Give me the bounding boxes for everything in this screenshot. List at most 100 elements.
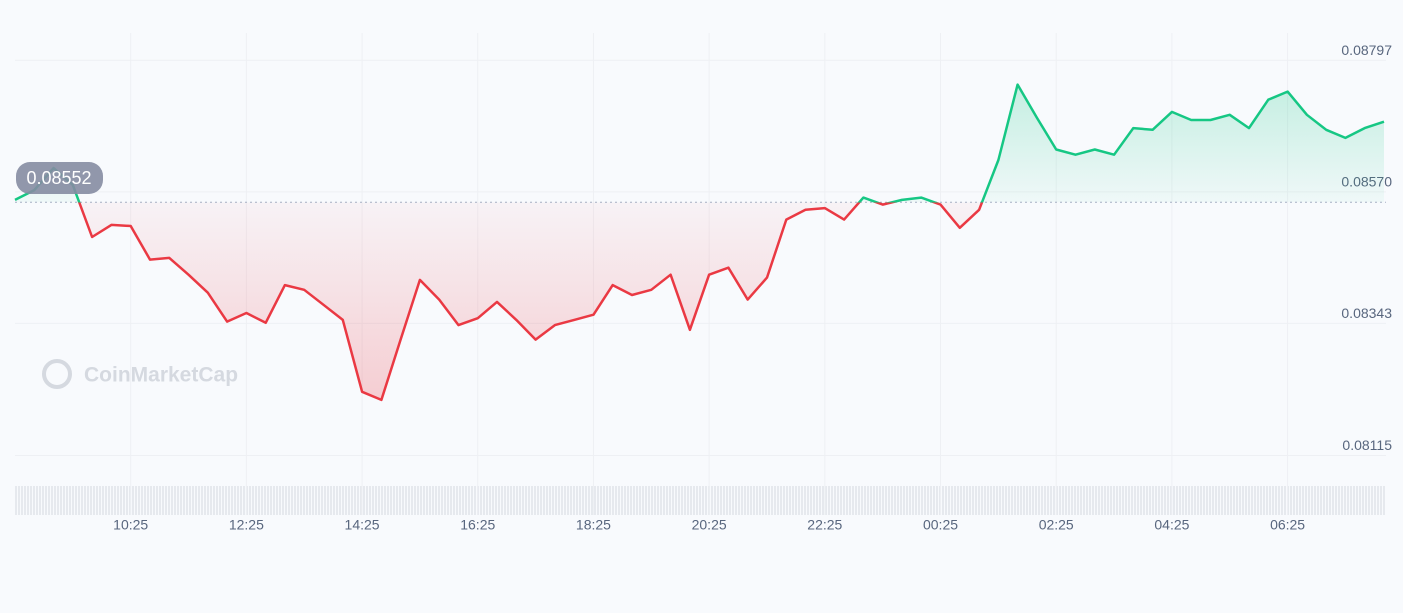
volume-stripe xyxy=(1137,486,1139,515)
volume-stripe xyxy=(1248,486,1250,515)
volume-stripe xyxy=(810,486,812,515)
volume-stripe xyxy=(285,486,287,515)
volume-stripe xyxy=(1200,486,1202,515)
volume-stripe xyxy=(1329,486,1331,515)
volume-stripe xyxy=(60,486,62,515)
volume-stripe xyxy=(30,486,32,515)
volume-stripe xyxy=(1362,486,1364,515)
volume-stripe xyxy=(1302,486,1304,515)
volume-stripe xyxy=(111,486,113,515)
volume-stripe xyxy=(273,486,275,515)
volume-stripe xyxy=(966,486,968,515)
price-line xyxy=(14,83,1385,402)
volume-stripe xyxy=(1311,486,1313,515)
volume-stripe xyxy=(387,486,389,515)
volume-stripe xyxy=(1050,486,1052,515)
volume-stripe xyxy=(309,486,311,515)
volume-stripe xyxy=(1371,486,1373,515)
volume-stripe xyxy=(858,486,860,515)
volume-stripe xyxy=(732,486,734,515)
volume-stripe xyxy=(789,486,791,515)
volume-stripe xyxy=(495,486,497,515)
volume-stripe xyxy=(237,486,239,515)
volume-stripe xyxy=(1065,486,1067,515)
volume-stripe xyxy=(204,486,206,515)
volume-stripe xyxy=(1320,486,1322,515)
volume-stripe xyxy=(108,486,110,515)
y-tick-label: 0.08343 xyxy=(1341,305,1392,321)
volume-stripe xyxy=(1161,486,1163,515)
y-tick-label: 0.08797 xyxy=(1341,42,1392,58)
volume-stripe xyxy=(1293,486,1295,515)
volume-stripe xyxy=(1023,486,1025,515)
volume-stripe xyxy=(1146,486,1148,515)
volume-stripe xyxy=(126,486,128,515)
volume-stripe xyxy=(1305,486,1307,515)
volume-stripe xyxy=(1044,486,1046,515)
volume-stripe xyxy=(894,486,896,515)
volume-stripe xyxy=(603,486,605,515)
volume-stripe xyxy=(840,486,842,515)
watermark: CoinMarketCap xyxy=(84,364,238,387)
volume-stripe xyxy=(1245,486,1247,515)
volume-stripe xyxy=(702,486,704,515)
volume-stripe xyxy=(123,486,125,515)
volume-stripe xyxy=(1131,486,1133,515)
volume-stripe xyxy=(435,486,437,515)
volume-stripe xyxy=(933,486,935,515)
volume-stripe xyxy=(1059,486,1061,515)
volume-stripe xyxy=(849,486,851,515)
volume-stripe xyxy=(1380,486,1382,515)
volume-stripe xyxy=(675,486,677,515)
volume-stripe xyxy=(96,486,98,515)
volume-stripe xyxy=(1170,486,1172,515)
volume-stripe xyxy=(168,486,170,515)
volume-stripe xyxy=(633,486,635,515)
volume-stripe xyxy=(1158,486,1160,515)
x-tick-label: 02:25 xyxy=(1039,517,1074,533)
volume-stripe xyxy=(288,486,290,515)
volume-stripe xyxy=(816,486,818,515)
volume-stripe xyxy=(783,486,785,515)
volume-stripe xyxy=(534,486,536,515)
volume-stripe xyxy=(213,486,215,515)
volume-stripe xyxy=(1350,486,1352,515)
volume-stripe xyxy=(981,486,983,515)
volume-stripe xyxy=(726,486,728,515)
volume-stripe xyxy=(87,486,89,515)
volume-stripe xyxy=(249,486,251,515)
volume-stripe xyxy=(384,486,386,515)
volume-stripe xyxy=(975,486,977,515)
volume-stripe xyxy=(873,486,875,515)
volume-stripe xyxy=(57,486,59,515)
volume-stripe xyxy=(540,486,542,515)
volume-stripe xyxy=(417,486,419,515)
volume-stripe xyxy=(1188,486,1190,515)
volume-stripe xyxy=(51,486,53,515)
volume-stripe xyxy=(795,486,797,515)
volume-stripe xyxy=(1083,486,1085,515)
volume-stripe xyxy=(936,486,938,515)
volume-stripe xyxy=(624,486,626,515)
volume-stripe xyxy=(246,486,248,515)
volume-stripe xyxy=(279,486,281,515)
volume-stripe xyxy=(1047,486,1049,515)
volume-stripe xyxy=(21,486,23,515)
volume-stripe xyxy=(798,486,800,515)
volume-stripe xyxy=(1203,486,1205,515)
volume-stripe xyxy=(405,486,407,515)
volume-stripe xyxy=(576,486,578,515)
volume-stripe xyxy=(648,486,650,515)
volume-stripe xyxy=(66,486,68,515)
volume-stripe xyxy=(960,486,962,515)
volume-stripe xyxy=(258,486,260,515)
volume-stripe xyxy=(723,486,725,515)
volume-stripe xyxy=(1212,486,1214,515)
volume-stripe xyxy=(897,486,899,515)
volume-stripe xyxy=(282,486,284,515)
volume-stripe xyxy=(930,486,932,515)
volume-stripe xyxy=(627,486,629,515)
volume-stripe xyxy=(1008,486,1010,515)
volume-stripe xyxy=(312,486,314,515)
volume-stripe xyxy=(360,486,362,515)
